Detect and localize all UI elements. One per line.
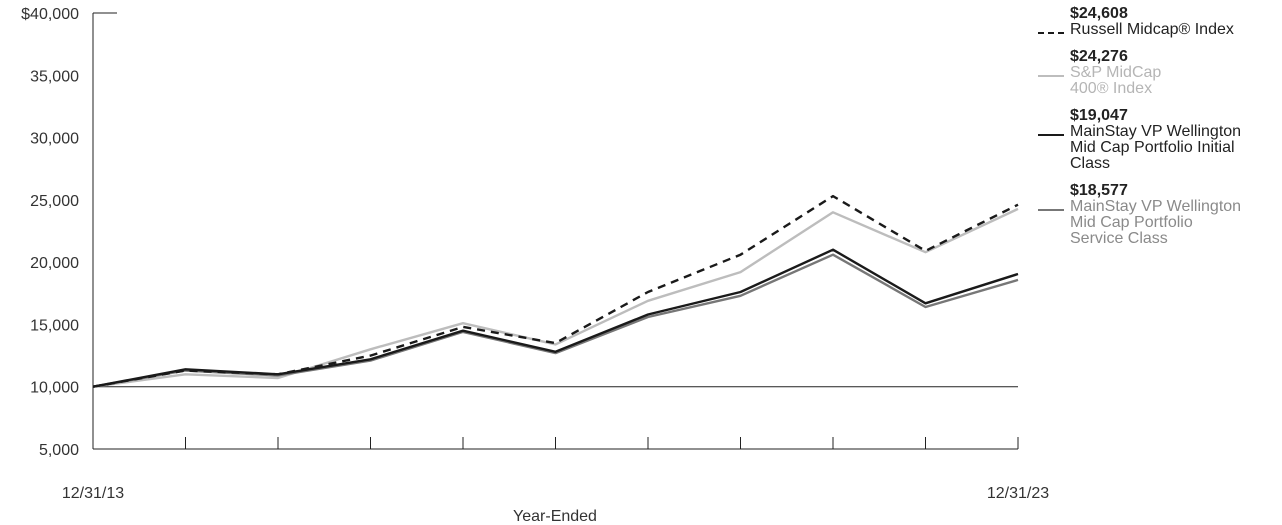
legend: $24,608 Russell Midcap® Index $24,276 S&P M… <box>1036 6 1282 258</box>
legend-name: S&P MidCap <box>1070 64 1162 81</box>
y-tick-label: 15,000 <box>30 317 79 334</box>
legend-name: Class <box>1070 155 1111 172</box>
series-line-3 <box>92 253 1019 388</box>
legend-value: $24,276 <box>1070 48 1128 65</box>
legend-name: 400® Index <box>1070 80 1153 97</box>
legend-name: Service Class <box>1070 230 1168 247</box>
legend-name: Russell Midcap® Index <box>1070 21 1234 38</box>
legend-item: $19,047 MainStay VP Wellington Mid Cap Por… <box>1036 108 1282 172</box>
legend-item: $18,577 MainStay VP Wellington Mid Cap Por… <box>1036 183 1282 247</box>
legend-swatch <box>1038 209 1064 211</box>
legend-name: Mid Cap Portfolio Initial <box>1070 139 1235 156</box>
axes-layer <box>92 12 1019 450</box>
legend-name: Mid Cap Portfolio <box>1070 214 1193 231</box>
y-tick-label: 20,000 <box>30 255 79 272</box>
legend-value: $19,047 <box>1070 107 1128 124</box>
legend-swatch <box>1038 75 1064 77</box>
series-line-2 <box>92 248 1019 388</box>
legend-value: $24,608 <box>1070 5 1128 22</box>
series-layer <box>92 194 1019 388</box>
legend-item: $24,608 Russell Midcap® Index <box>1036 6 1282 38</box>
x-axis-title: Year-Ended <box>513 508 597 525</box>
legend-name: MainStay VP Wellington <box>1070 123 1242 140</box>
y-tick-label: 5,000 <box>39 442 79 459</box>
tick-label-layer: 5,000 10,000 15,000 20,000 25,000 30,000 35,00… <box>21 6 1049 525</box>
legend-value: $18,577 <box>1070 182 1128 199</box>
series-line-0 <box>92 194 1019 388</box>
y-tick-label: $40,000 <box>21 6 79 23</box>
x-tick-label-start: 12/31/13 <box>62 485 124 502</box>
y-tick-label: 35,000 <box>30 68 79 85</box>
series-line-1 <box>92 207 1019 388</box>
legend-swatch <box>1038 134 1064 136</box>
y-tick-label: 30,000 <box>30 131 79 148</box>
x-tick-label-end: 12/31/23 <box>987 485 1049 502</box>
legend-swatch <box>1038 32 1064 34</box>
y-tick-label: 10,000 <box>30 380 79 397</box>
legend-item: $24,276 S&P MidCap 400® Index <box>1036 49 1282 97</box>
y-tick-label: 25,000 <box>30 193 79 210</box>
legend-name: MainStay VP Wellington <box>1070 198 1242 215</box>
